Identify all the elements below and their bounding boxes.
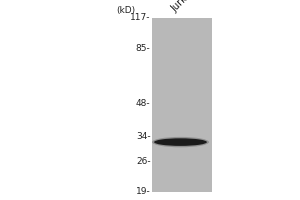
- Text: 85-: 85-: [136, 44, 151, 53]
- Text: 26-: 26-: [136, 157, 151, 166]
- Ellipse shape: [154, 138, 207, 146]
- Text: 48-: 48-: [136, 99, 151, 108]
- Text: 34-: 34-: [136, 132, 151, 141]
- Text: Jurkat: Jurkat: [169, 0, 196, 14]
- Ellipse shape: [152, 137, 209, 147]
- Text: 19-: 19-: [136, 188, 151, 196]
- Text: 117-: 117-: [130, 14, 151, 22]
- Text: (kD): (kD): [116, 5, 135, 15]
- Bar: [152, 18, 212, 192]
